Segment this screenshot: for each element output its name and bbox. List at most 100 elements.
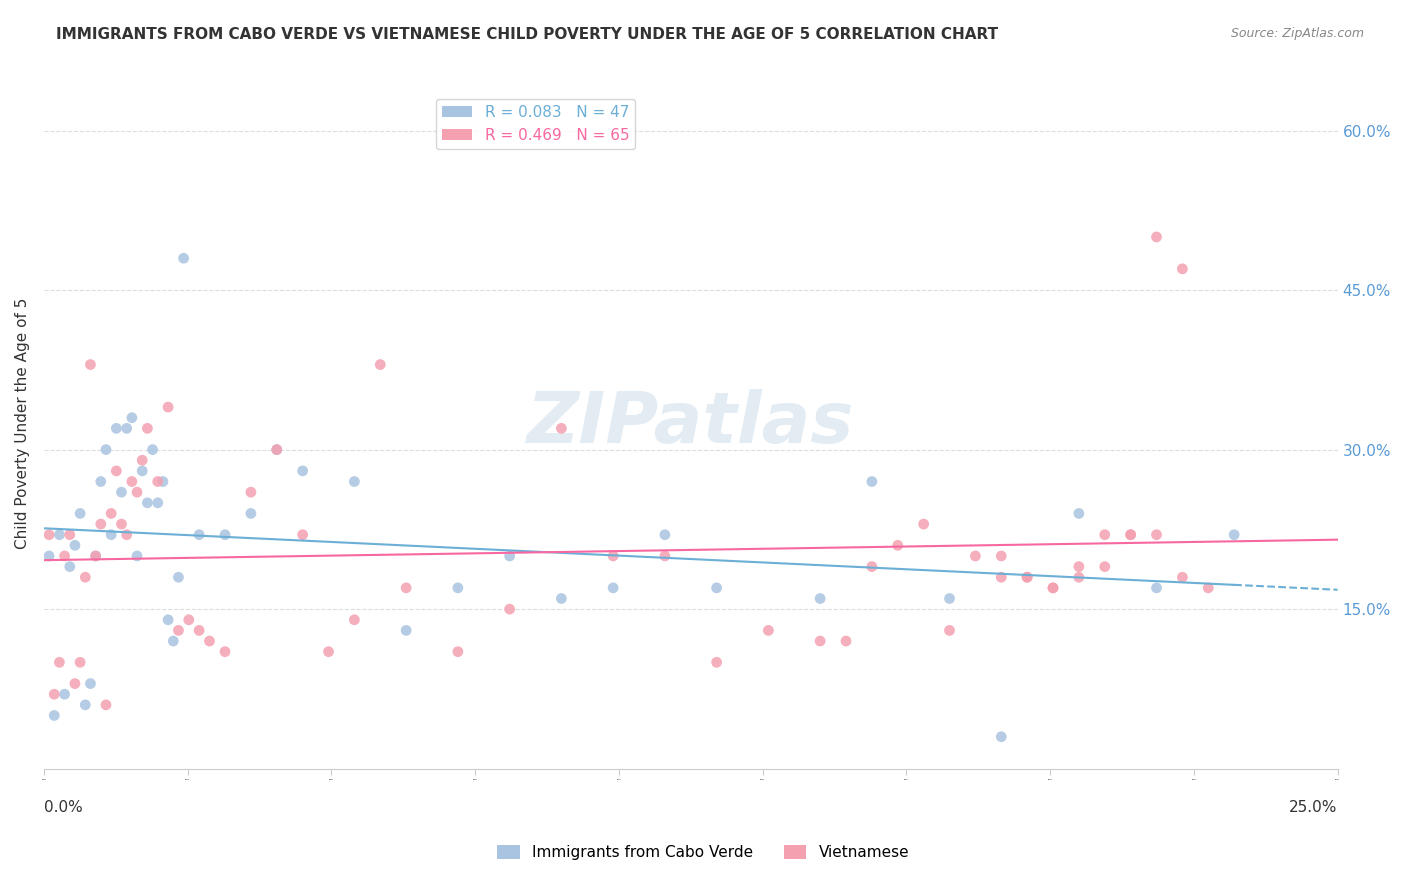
- Point: [447, 645, 470, 659]
- Point: [654, 549, 676, 563]
- Text: IMMIGRANTS FROM CABO VERDE VS VIETNAMESE CHILD POVERTY UNDER THE AGE OF 5 CORREL: IMMIGRANTS FROM CABO VERDE VS VIETNAMESE…: [56, 27, 998, 42]
- Point: [447, 581, 470, 595]
- Point: [1146, 527, 1168, 541]
- Point: [59, 559, 82, 574]
- Point: [136, 496, 159, 510]
- Point: [121, 410, 143, 425]
- Point: [188, 527, 211, 541]
- Point: [110, 485, 132, 500]
- Point: [131, 453, 153, 467]
- Point: [1042, 581, 1064, 595]
- Point: [94, 698, 117, 712]
- Point: [90, 475, 112, 489]
- Point: [177, 613, 200, 627]
- Point: [173, 251, 195, 265]
- Point: [48, 527, 70, 541]
- Point: [395, 624, 418, 638]
- Point: [266, 442, 288, 457]
- Point: [110, 517, 132, 532]
- Point: [63, 538, 86, 552]
- Point: [1094, 527, 1116, 541]
- Point: [368, 358, 391, 372]
- Point: [758, 624, 780, 638]
- Point: [198, 634, 221, 648]
- Point: [53, 549, 76, 563]
- Point: [1171, 570, 1194, 584]
- Point: [48, 656, 70, 670]
- Point: [1146, 230, 1168, 244]
- Legend: Immigrants from Cabo Verde, Vietnamese: Immigrants from Cabo Verde, Vietnamese: [491, 839, 915, 866]
- Legend: R = 0.083   N = 47, R = 0.469   N = 65: R = 0.083 N = 47, R = 0.469 N = 65: [436, 99, 636, 149]
- Point: [69, 507, 91, 521]
- Point: [59, 527, 82, 541]
- Point: [550, 421, 572, 435]
- Point: [167, 570, 190, 584]
- Y-axis label: Child Poverty Under the Age of 5: Child Poverty Under the Age of 5: [15, 297, 30, 549]
- Point: [912, 517, 935, 532]
- Point: [84, 549, 107, 563]
- Point: [162, 634, 184, 648]
- Point: [266, 442, 288, 457]
- Point: [121, 475, 143, 489]
- Point: [291, 464, 314, 478]
- Point: [860, 475, 883, 489]
- Point: [706, 656, 728, 670]
- Point: [990, 549, 1012, 563]
- Point: [835, 634, 858, 648]
- Point: [75, 698, 97, 712]
- Point: [498, 602, 520, 616]
- Point: [38, 549, 60, 563]
- Point: [1067, 507, 1090, 521]
- Point: [146, 496, 169, 510]
- Point: [142, 442, 165, 457]
- Text: ZIPatlas: ZIPatlas: [527, 389, 855, 458]
- Point: [84, 549, 107, 563]
- Point: [1067, 570, 1090, 584]
- Point: [990, 570, 1012, 584]
- Point: [115, 421, 138, 435]
- Point: [1119, 527, 1142, 541]
- Point: [808, 591, 831, 606]
- Point: [125, 485, 148, 500]
- Point: [157, 400, 180, 414]
- Point: [214, 527, 236, 541]
- Text: Source: ZipAtlas.com: Source: ZipAtlas.com: [1230, 27, 1364, 40]
- Point: [808, 634, 831, 648]
- Point: [498, 549, 520, 563]
- Point: [69, 656, 91, 670]
- Point: [239, 485, 262, 500]
- Text: 25.0%: 25.0%: [1289, 800, 1337, 814]
- Point: [79, 358, 101, 372]
- Point: [38, 527, 60, 541]
- Point: [105, 421, 128, 435]
- Point: [1042, 581, 1064, 595]
- Point: [53, 687, 76, 701]
- Point: [131, 464, 153, 478]
- Point: [395, 581, 418, 595]
- Point: [90, 517, 112, 532]
- Point: [318, 645, 340, 659]
- Point: [1067, 559, 1090, 574]
- Point: [1223, 527, 1246, 541]
- Point: [125, 549, 148, 563]
- Point: [938, 624, 960, 638]
- Point: [602, 581, 624, 595]
- Point: [146, 475, 169, 489]
- Point: [152, 475, 174, 489]
- Point: [602, 549, 624, 563]
- Point: [990, 730, 1012, 744]
- Point: [157, 613, 180, 627]
- Point: [550, 591, 572, 606]
- Point: [44, 687, 66, 701]
- Point: [63, 676, 86, 690]
- Point: [1017, 570, 1039, 584]
- Point: [1017, 570, 1039, 584]
- Point: [860, 559, 883, 574]
- Point: [94, 442, 117, 457]
- Point: [938, 591, 960, 606]
- Point: [1094, 559, 1116, 574]
- Point: [100, 527, 122, 541]
- Point: [115, 527, 138, 541]
- Point: [291, 527, 314, 541]
- Point: [136, 421, 159, 435]
